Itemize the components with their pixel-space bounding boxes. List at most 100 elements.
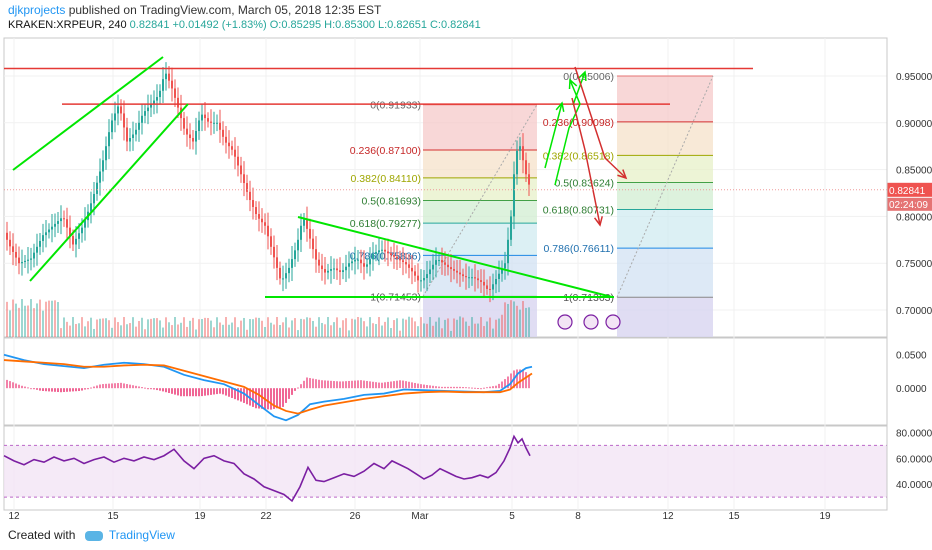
macd-histogram-bar: [492, 386, 494, 389]
candle-body: [285, 273, 287, 279]
author-name[interactable]: djkprojects: [8, 3, 66, 17]
candle-body: [114, 113, 116, 121]
macd-histogram-bar: [171, 388, 173, 394]
event-icon: [557, 314, 573, 330]
candle-body: [297, 239, 299, 251]
candle-body: [324, 269, 326, 273]
macd-histogram-bar: [258, 388, 260, 409]
macd-histogram-bar: [252, 388, 254, 407]
volume-bar: [216, 317, 218, 337]
x-tick-label: 19: [194, 511, 206, 522]
candle-body: [414, 271, 416, 276]
macd-histogram-bar: [180, 388, 182, 397]
projection-arrow-down-head: [593, 216, 603, 227]
candle-body: [333, 268, 335, 270]
fib-level-label: 0(0.91933): [370, 100, 421, 112]
macd-histogram-bar: [270, 388, 272, 410]
volume-bar: [339, 327, 341, 337]
volume-bar: [72, 317, 74, 337]
candle-body: [12, 246, 14, 252]
macd-histogram-bar: [528, 374, 530, 389]
candle-body: [477, 278, 479, 281]
fib-band: [423, 200, 537, 224]
candle-body: [405, 262, 407, 265]
macd-histogram-bar: [222, 388, 224, 395]
macd-histogram-bar: [207, 388, 209, 396]
candle-body: [99, 171, 101, 183]
macd-histogram-bar: [186, 388, 188, 397]
volume-bar: [411, 317, 413, 337]
candle-body: [486, 285, 488, 289]
macd-histogram-bar: [426, 384, 428, 389]
candle-body: [387, 251, 389, 254]
candle-body: [141, 115, 143, 123]
candle-body: [396, 256, 398, 259]
candle-body: [291, 259, 293, 268]
candle-body: [210, 121, 212, 123]
volume-bar: [21, 299, 23, 337]
candle-body: [234, 149, 236, 157]
volume-bar: [513, 301, 515, 337]
volume-bar: [240, 320, 242, 337]
candle-body: [450, 267, 452, 270]
macd-histogram-bar: [90, 387, 92, 389]
fib-level-label: 0.5(0.83624): [554, 177, 614, 189]
macd-histogram-bar: [117, 383, 119, 389]
macd-histogram-bar: [453, 386, 455, 389]
candle-body: [378, 250, 380, 253]
candle-body: [225, 136, 227, 143]
volume-bar: [159, 320, 161, 337]
volume-bar: [351, 318, 353, 337]
rsi-series-line: [3, 434, 531, 503]
candle-body: [51, 226, 53, 230]
macd-histogram-bar: [459, 386, 461, 389]
volume-bar: [90, 317, 92, 337]
candle-body: [273, 246, 275, 258]
macd-histogram-bar: [438, 386, 440, 389]
projection-arrow-down-head: [617, 169, 628, 180]
macd-histogram-bar: [273, 388, 275, 409]
created-with-label: Created with: [8, 528, 76, 542]
macd-histogram-bar: [96, 385, 98, 389]
candle-body: [519, 146, 521, 151]
volume-bar: [342, 320, 344, 337]
volume-bar: [498, 318, 500, 337]
fib-band: [617, 209, 713, 249]
volume-bar: [189, 320, 191, 337]
volume-bar: [489, 317, 491, 337]
volume-bar: [132, 317, 134, 337]
macd-histogram-bar: [75, 388, 77, 392]
volume-bar: [27, 305, 29, 337]
countdown-tag: [887, 197, 932, 211]
fib-band: [423, 296, 537, 337]
tradingview-brand[interactable]: TradingView: [108, 528, 175, 542]
x-tick-label: 12: [662, 511, 674, 522]
candle-body: [357, 259, 359, 261]
macd-histogram-bar: [69, 388, 71, 392]
macd-histogram-bar: [396, 380, 398, 389]
macd-histogram-bar: [363, 380, 365, 389]
trend-line: [12, 56, 164, 171]
macd-histogram-bar: [63, 388, 65, 393]
fib-level-label: 0.236(0.87100): [350, 145, 421, 157]
macd-histogram-bar: [519, 369, 521, 389]
macd-histogram-bar: [375, 382, 377, 389]
volume-bar: [303, 319, 305, 337]
volume-bar: [45, 301, 47, 337]
volume-bar: [204, 317, 206, 337]
candle-body: [39, 240, 41, 247]
candle-body: [282, 278, 284, 280]
fib-level-label: 0.382(0.84110): [351, 173, 421, 185]
volume-bar: [135, 326, 137, 337]
candle-body: [441, 260, 443, 263]
candle-body: [177, 97, 179, 108]
fib-band: [423, 104, 537, 150]
macd-histogram-bar: [366, 380, 368, 389]
y-tick-label: 0.70000: [896, 306, 932, 317]
macd-histogram-bar: [51, 388, 53, 392]
macd-histogram-bar: [450, 386, 452, 389]
volume-bar: [66, 321, 68, 337]
volume-bar: [405, 319, 407, 337]
macd-histogram-bar: [399, 380, 401, 389]
